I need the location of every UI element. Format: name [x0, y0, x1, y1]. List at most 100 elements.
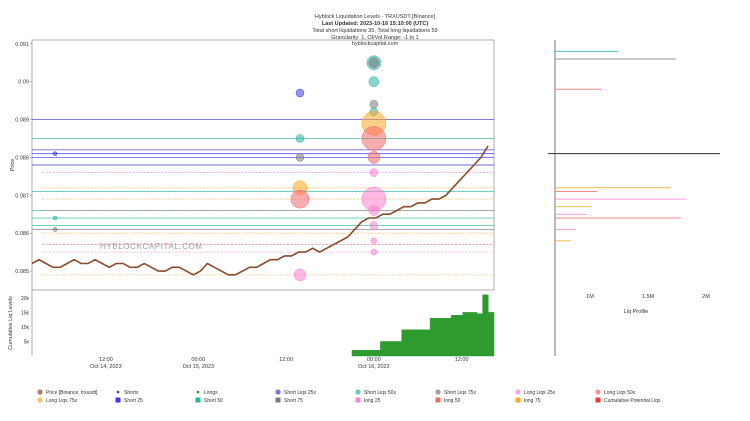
x-tick-date: Oct 14, 2023	[90, 364, 122, 370]
legend-marker	[515, 389, 521, 395]
legend-label: Price [Binance, trxusdt]	[46, 390, 98, 396]
x-tick-label: 00:00	[191, 357, 205, 363]
y-tick-label: 0.085	[15, 269, 29, 275]
legend-label: Cumulative Potential Liqs	[604, 398, 661, 404]
y-tick-label: 0.088	[15, 155, 29, 161]
x-tick-label: 12:00	[99, 357, 113, 363]
cumulative-tick-label: 20k	[21, 296, 30, 302]
legend-swatch	[515, 397, 521, 403]
last-updated: Last Updated: 2023-10-16 15:10:00 (UTC)	[322, 21, 429, 27]
legend-label: Long Liqs 25x	[524, 390, 556, 396]
liquidation-bubble	[367, 151, 381, 164]
liquidation-bubble	[370, 237, 378, 245]
legend-marker	[37, 397, 43, 403]
cumulative-tick-label: 10k	[21, 325, 30, 331]
legend-item: long 50	[435, 397, 461, 404]
legend-label: Shorts	[124, 390, 139, 396]
legend-label: Short Liqs 75x	[444, 390, 476, 396]
price-line	[31, 145, 489, 276]
legend-item: Shorts	[116, 390, 139, 396]
cumulative-tick-label: 5k	[24, 339, 30, 345]
legend-marker	[116, 390, 120, 394]
legend-item: long 25	[355, 397, 381, 404]
liquidation-bubble	[52, 227, 58, 232]
legend-label: Long Liqs 50x	[604, 390, 636, 396]
liquidation-bubble	[369, 221, 379, 230]
liquidation-bubble	[293, 268, 307, 282]
liq-profile-label: Liq Profile	[624, 309, 648, 315]
legend-marker	[595, 389, 601, 395]
legend-item: Long Liqs 50x	[595, 389, 636, 396]
cumulative-axis-label: Cumulative Liq Levels	[8, 296, 14, 350]
profile-x-ticks: 1M 1.5M 2M	[586, 294, 710, 300]
liquidation-bubble	[369, 168, 379, 177]
x-tick-label: 12:00	[279, 357, 293, 363]
liquidation-bubble	[369, 100, 379, 109]
legend-marker	[355, 389, 361, 395]
legend-marker	[37, 389, 43, 395]
liquidation-bubble	[295, 153, 305, 162]
legend-swatch	[275, 397, 281, 403]
site-label: hyblockcapital.com	[352, 41, 399, 47]
legend-swatch	[115, 397, 121, 403]
legend-swatch	[435, 397, 441, 403]
legend-item: Short 75	[275, 397, 303, 404]
profile-tick-label: 2M	[702, 294, 710, 300]
x-tick-label: 12:00	[455, 357, 469, 363]
legend-item: Long Liqs 75x	[37, 397, 78, 404]
y-tick-label: 0.09	[18, 80, 29, 86]
legend-label: long 50	[444, 398, 461, 404]
y-tick-label: 0.089	[15, 118, 29, 124]
legend-label: Short Liqs 25x	[284, 390, 316, 396]
legend-item: Short 25	[115, 397, 143, 404]
profile-tick-label: 1M	[586, 294, 594, 300]
legend-marker	[275, 389, 281, 395]
liquidation-bubble	[52, 151, 58, 156]
x-tick-date: Oct 16, 2023	[358, 364, 390, 370]
chart-header: Hyblock Liquidation Levels - TRXUSDT [Bi…	[312, 14, 437, 47]
legend-label: Short 75	[284, 398, 303, 404]
liquidation-bubble	[290, 189, 310, 209]
liquidation-level-lines	[32, 119, 494, 276]
legend-item: Long Liqs 25x	[515, 389, 556, 396]
price-series	[31, 145, 489, 276]
legend-label: Long Liqs 75x	[46, 398, 78, 404]
legend-item: Cumulative Potential Liqs	[595, 397, 661, 404]
legend-item: Price [Binance, trxusdt]	[37, 389, 98, 396]
legend-swatch	[195, 397, 201, 403]
x-tick-label: 00:00	[367, 357, 381, 363]
legend-marker	[196, 390, 200, 394]
legend-item: Short Liqs 75x	[435, 389, 476, 396]
legend-item: Longs	[196, 390, 218, 396]
price-y-ticks: 0.091 0.09 0.089 0.088 0.087 0.086 0.085	[15, 42, 32, 275]
liquidation-bubble	[295, 134, 305, 143]
legend-label: Short 25	[124, 398, 143, 404]
legend-swatch	[355, 397, 361, 403]
liquidation-totals: Total short liquidations 35, Total long …	[312, 28, 437, 34]
legend-item: long 75	[515, 397, 541, 404]
legend-label: Short 50	[204, 398, 223, 404]
x-tick-date: Oct 15, 2023	[183, 364, 215, 370]
legend-swatch	[595, 397, 601, 403]
granularity-info: Granularity: 1, OI/Vol Range: -1 to 1	[331, 35, 418, 41]
legend-label: long 25	[364, 398, 381, 404]
liq-profile-bars	[548, 50, 720, 242]
liquidation-bubble	[370, 248, 378, 256]
liquidation-bubble	[368, 205, 380, 216]
legend-item: Short Liqs 50x	[355, 389, 396, 396]
cumulative-fill	[351, 294, 495, 357]
cumulative-y-ticks: 20k 15k 10k 5k	[21, 296, 30, 346]
y-tick-label: 0.091	[15, 42, 29, 48]
y-axis-label: Price	[10, 159, 16, 172]
liquidation-bubble	[52, 215, 58, 221]
chart-legend: Price [Binance, trxusdt] Shorts Longs Short…	[37, 389, 661, 404]
cumulative-area	[351, 294, 495, 357]
watermark: HYBLOCKCAPITAL.COM	[100, 242, 203, 251]
legend-item: Short 50	[195, 397, 223, 404]
y-tick-label: 0.086	[15, 231, 29, 237]
legend-label: Longs	[204, 390, 218, 396]
legend-marker	[435, 389, 441, 395]
